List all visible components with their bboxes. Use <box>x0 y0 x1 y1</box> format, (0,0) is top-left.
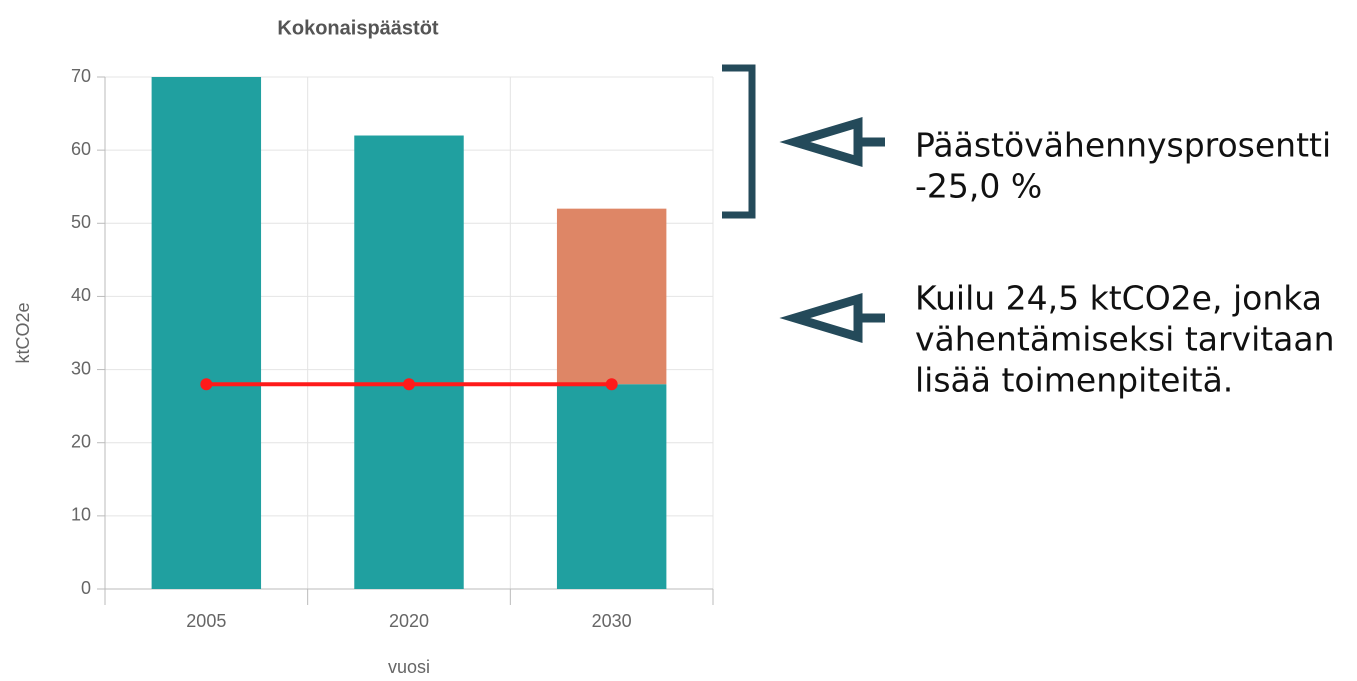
line-point <box>605 378 618 391</box>
bar <box>354 135 464 589</box>
line-point <box>403 378 415 391</box>
y-tick-label: 10 <box>71 505 91 525</box>
x-tick-label: 2030 <box>592 611 632 631</box>
bar <box>556 384 667 589</box>
chart-title: Kokonaispäästöt <box>277 17 438 39</box>
annotation: Kuilu 24,5 ktCO2e, jonka <box>915 279 1322 318</box>
bar <box>151 77 262 589</box>
x-tick-label: 2005 <box>186 611 226 631</box>
annotation: Päästövähennysprosentti <box>915 126 1331 165</box>
annotation: vähentämiseksi tarvitaan <box>915 320 1335 359</box>
line-point <box>200 378 213 391</box>
annotation: lisää toimenpiteitä. <box>915 361 1233 400</box>
arrow <box>779 116 885 168</box>
arrow <box>779 292 885 344</box>
y-tick-label: 40 <box>71 285 91 305</box>
y-tick-label: 60 <box>71 139 91 159</box>
y-tick-label: 30 <box>71 358 91 378</box>
bracket <box>722 64 756 219</box>
y-tick-label: 50 <box>71 212 91 232</box>
y-tick-label: 20 <box>71 431 91 451</box>
x-axis-label: vuosi <box>388 657 430 677</box>
x-tick-label: 2020 <box>389 611 429 631</box>
y-tick-label: 0 <box>81 578 91 598</box>
y-axis-label: ktCO2e <box>13 302 33 363</box>
bar <box>556 208 667 385</box>
y-tick-label: 70 <box>71 66 91 86</box>
annotation: -25,0 % <box>915 167 1042 206</box>
